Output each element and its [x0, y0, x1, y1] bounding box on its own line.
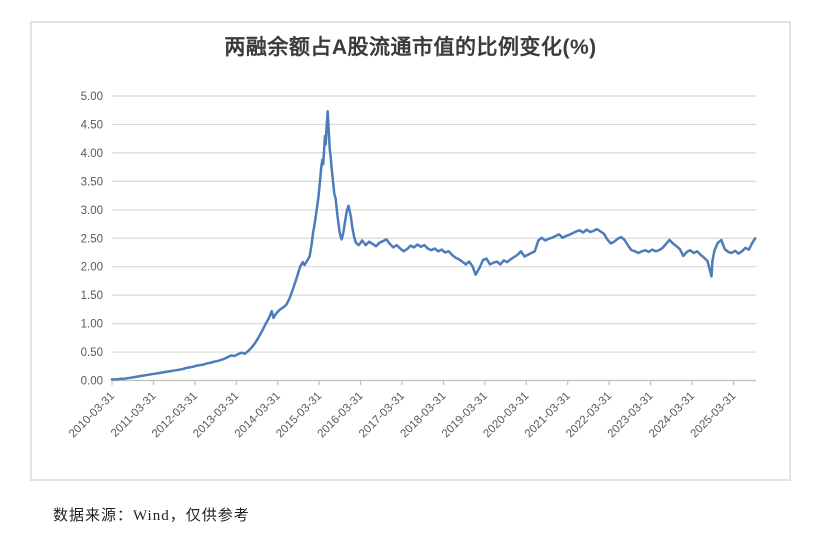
- x-axis: [111, 380, 735, 385]
- gridlines: [112, 95, 756, 382]
- x-axis-tick-labels: 2010-03-312011-03-312012-03-312013-03-31…: [67, 390, 739, 440]
- series-line: [110, 110, 757, 381]
- y-tick-label: 2.50: [81, 233, 103, 245]
- y-tick-label: 1.50: [81, 290, 103, 302]
- y-axis-tick-labels: 0.00 0.50 1.00 1.50 2.00 2.50 3.00 3.50 4.00 4.50…: [81, 91, 103, 388]
- y-tick-label: 3.00: [81, 205, 103, 217]
- y-tick-label: 0.50: [81, 347, 103, 359]
- ratio-series-polyline: [110, 110, 757, 381]
- y-tick-label: 4.50: [81, 119, 103, 131]
- y-tick-label: 3.50: [81, 176, 103, 188]
- chart-title: 两融余额占A股流通市值的比例变化(%): [224, 36, 597, 59]
- y-tick-label: 1.00: [81, 319, 103, 331]
- y-tick-label: 5.00: [81, 91, 103, 103]
- y-tick-label: 4.00: [81, 148, 103, 160]
- y-tick-label: 2.00: [81, 262, 103, 274]
- y-tick-label: 0.00: [81, 376, 103, 388]
- source-note: 数据来源：Wind，仅供参考: [53, 508, 250, 524]
- chart-frame: [30, 21, 791, 481]
